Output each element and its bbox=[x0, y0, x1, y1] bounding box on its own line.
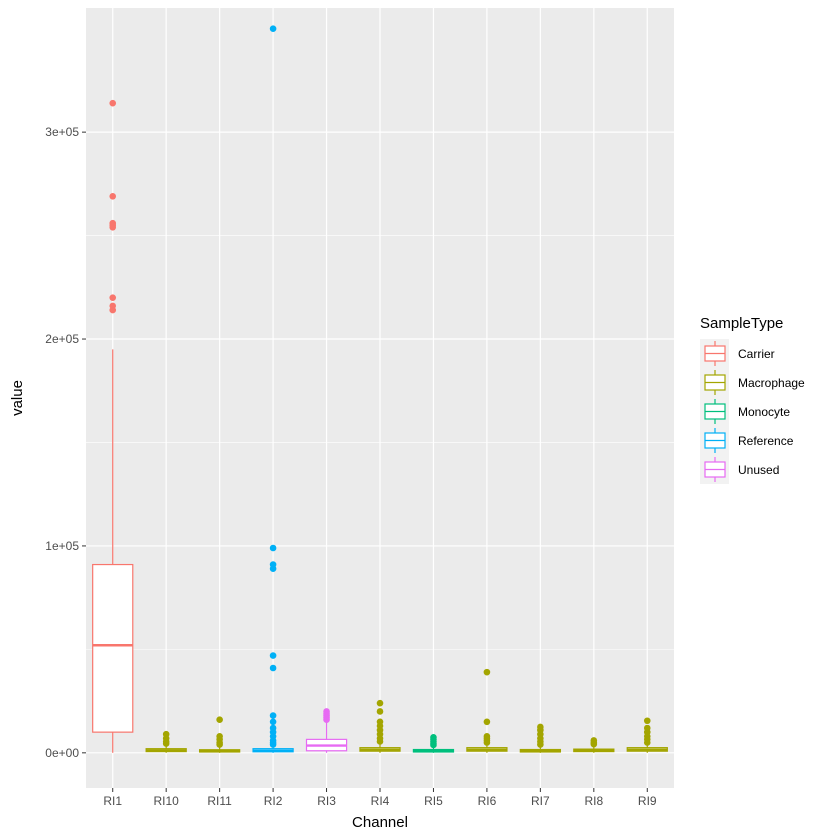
x-axis: RI1 RI10 RI11 RI2 RI3 RI4 RI5 RI6 RI7 RI8 RI9 bbox=[103, 788, 657, 808]
outlier-point bbox=[269, 718, 277, 726]
box-ri5 bbox=[412, 734, 455, 753]
box-ri10 bbox=[145, 730, 187, 753]
outlier-point bbox=[643, 717, 651, 725]
outlier-point bbox=[269, 741, 277, 748]
box-layer bbox=[92, 25, 668, 753]
outlier-point bbox=[269, 25, 277, 32]
box-ri3 bbox=[305, 708, 348, 753]
legend-label-monocyte: Monocyte bbox=[738, 405, 790, 419]
outlier-point bbox=[216, 716, 223, 724]
box-ri7 bbox=[519, 723, 562, 753]
outlier-point bbox=[643, 739, 651, 746]
outlier-point bbox=[376, 708, 384, 715]
box-ri1 bbox=[92, 99, 134, 753]
outlier-point bbox=[376, 699, 384, 707]
x-tick-label: RI5 bbox=[424, 794, 443, 808]
box-ri2 bbox=[252, 25, 294, 753]
outlier-point bbox=[269, 712, 277, 719]
outlier-point bbox=[269, 664, 277, 672]
box-ri6 bbox=[466, 668, 508, 753]
x-tick-label: RI4 bbox=[371, 794, 390, 808]
outlier-point bbox=[483, 718, 491, 726]
outlier-point bbox=[109, 192, 117, 200]
x-tick-label: RI10 bbox=[154, 794, 180, 808]
y-tick-label: 2e+05 bbox=[45, 332, 79, 346]
outlier-point bbox=[269, 652, 277, 659]
outlier-point bbox=[109, 99, 117, 107]
outlier-point bbox=[109, 306, 117, 314]
legend-label-unused: Unused bbox=[738, 463, 779, 477]
outlier-point bbox=[537, 741, 544, 748]
legend: SampleType Carrier Macrophage Monocyte Refe… bbox=[700, 315, 805, 484]
x-tick-label: RI11 bbox=[207, 794, 232, 808]
y-axis-title: value bbox=[9, 380, 26, 416]
outlier-point bbox=[269, 544, 277, 552]
outlier-point bbox=[109, 224, 117, 231]
outlier-point bbox=[109, 294, 117, 301]
outlier-point bbox=[216, 741, 223, 748]
legend-title: SampleType bbox=[700, 315, 783, 332]
outlier-point bbox=[430, 741, 437, 749]
box-ri9 bbox=[626, 717, 668, 753]
outlier-point bbox=[483, 739, 491, 746]
x-tick-label: RI2 bbox=[264, 794, 283, 808]
outlier-point bbox=[483, 668, 491, 676]
box-ri8 bbox=[573, 737, 615, 753]
outlier-point bbox=[376, 738, 384, 745]
box-ri4 bbox=[359, 699, 401, 753]
x-tick-label: RI6 bbox=[478, 794, 497, 808]
x-tick-label: RI1 bbox=[103, 794, 122, 808]
x-tick-label: RI7 bbox=[531, 794, 550, 808]
legend-label-macrophage: Macrophage bbox=[738, 376, 805, 390]
y-tick-label: 0e+00 bbox=[45, 746, 79, 760]
box-body bbox=[92, 563, 134, 733]
y-tick-label: 3e+05 bbox=[45, 125, 79, 139]
legend-label-carrier: Carrier bbox=[738, 347, 775, 361]
outlier-point bbox=[269, 565, 277, 572]
x-tick-label: RI9 bbox=[638, 794, 657, 808]
outlier-point bbox=[590, 740, 598, 748]
x-tick-label: RI3 bbox=[317, 794, 336, 808]
y-tick-label: 1e+05 bbox=[45, 539, 79, 553]
x-axis-title: Channel bbox=[352, 814, 408, 831]
legend-label-reference: Reference bbox=[738, 434, 794, 448]
x-tick-label: RI8 bbox=[584, 794, 603, 808]
box-ri11 bbox=[198, 716, 241, 753]
y-axis: 0e+00 1e+05 2e+05 3e+05 bbox=[45, 125, 86, 760]
outlier-point bbox=[323, 716, 330, 724]
outlier-point bbox=[162, 740, 170, 747]
